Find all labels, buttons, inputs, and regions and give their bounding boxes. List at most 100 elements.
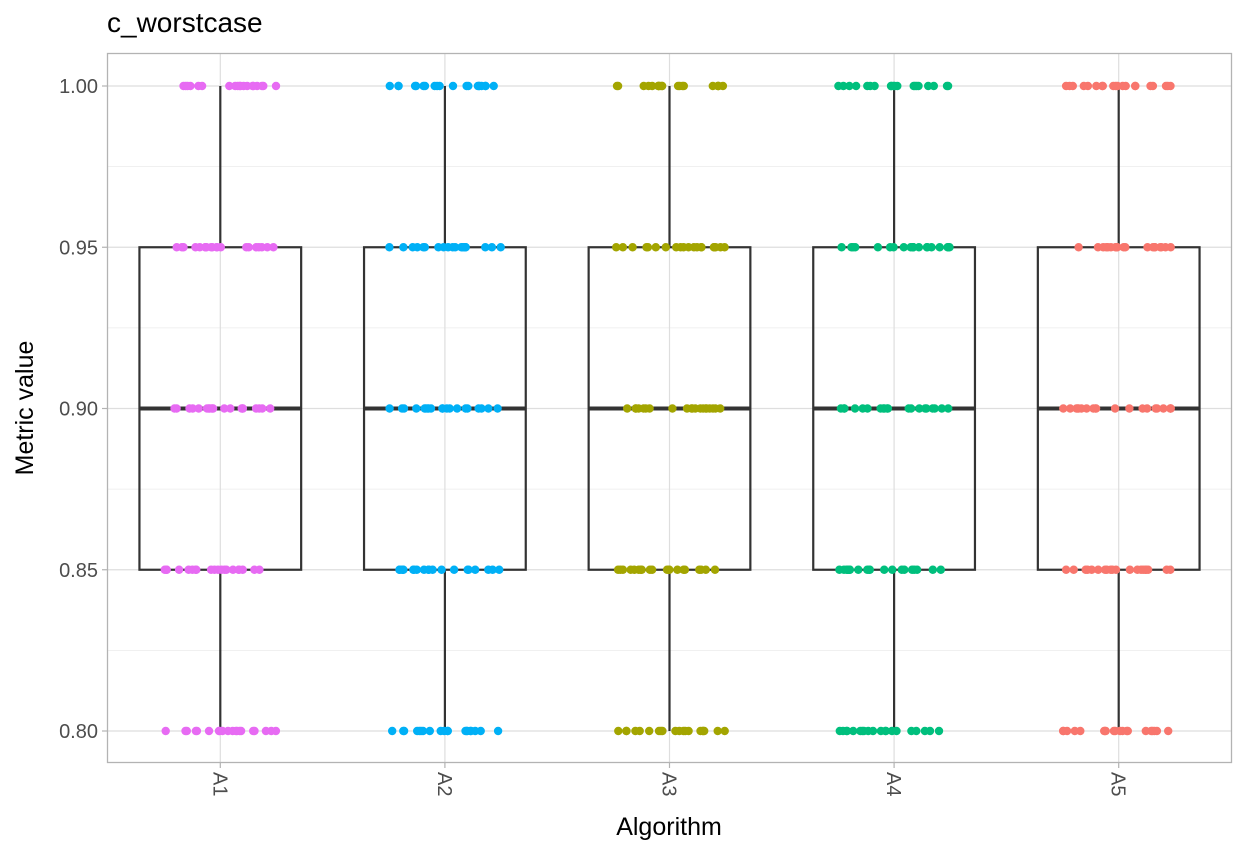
data-point [463,565,472,574]
chart-title: c_worstcase [107,7,263,38]
data-point [673,565,682,574]
data-point [394,81,403,91]
data-point [1066,404,1075,413]
data-point [257,81,267,91]
data-point [183,81,192,91]
data-point [463,404,472,413]
data-point [161,726,170,736]
data-point [897,565,906,574]
data-point [1113,243,1122,252]
data-point [174,565,184,574]
data-point [170,404,179,413]
data-point [464,81,473,91]
data-point [255,404,264,413]
data-point [412,404,421,413]
data-point [188,404,197,413]
data-point [489,81,498,91]
data-point [854,565,863,574]
data-point [484,404,493,413]
data-point [388,726,397,736]
data-point [1142,404,1152,413]
data-point [930,404,939,413]
data-point [710,565,720,574]
x-tick-label: A2 [433,772,455,796]
data-point [215,726,224,736]
data-point [881,726,891,736]
data-point [888,565,897,574]
data-point [252,243,261,252]
data-point [885,243,895,252]
data-point [851,81,861,91]
data-point [935,243,944,252]
data-point [271,81,281,91]
x-tick-label: A1 [208,772,230,796]
data-point [631,726,640,736]
data-point [271,726,281,736]
data-point [181,726,190,736]
data-point [249,726,258,736]
data-point [692,243,702,252]
data-point [850,404,860,413]
data-point [493,404,502,413]
data-point [437,565,446,574]
data-point [1081,565,1090,574]
data-point [204,726,214,736]
data-point [613,565,623,574]
data-point [385,243,394,252]
data-point [713,726,722,736]
data-point [880,565,889,574]
data-point [868,726,878,736]
data-point [463,726,472,736]
data-point [408,243,417,252]
data-point [234,565,243,574]
data-point [1108,565,1117,574]
data-point [842,726,852,736]
data-point [1110,404,1120,413]
data-point [837,243,846,252]
data-point [226,404,235,413]
x-tick-label: A4 [882,772,904,796]
data-point [395,565,404,574]
data-point [614,726,623,736]
data-point [177,243,187,252]
data-point [944,404,953,413]
data-point [1131,81,1140,91]
y-tick-label: 0.90 [59,399,98,421]
data-point [720,243,729,252]
data-point [655,81,665,91]
data-point [487,243,497,252]
data-point [202,243,211,252]
data-point [1083,81,1093,91]
data-point [269,243,278,252]
data-point [684,726,693,736]
data-point [688,404,697,413]
data-point [212,243,221,252]
data-point [415,726,424,736]
data-point [643,243,653,252]
data-point [720,726,729,736]
data-point [680,565,690,574]
data-point [892,726,901,736]
data-point [920,726,930,736]
data-point [679,243,688,252]
data-point [651,243,660,252]
data-point [1061,565,1071,574]
data-point [696,565,706,574]
data-point [835,565,844,574]
y-axis: 0.80 0.85 0.90 0.95 1.00 [59,76,108,743]
y-tick-label: 0.85 [59,560,98,582]
data-point [434,243,443,252]
data-point [698,726,708,736]
data-point [915,404,924,413]
data-point [1146,81,1155,91]
data-point [220,404,229,413]
data-point [420,243,429,252]
data-point [645,726,654,736]
data-point [223,726,233,736]
data-point [1166,81,1175,91]
data-point [637,565,646,574]
data-point [645,404,654,413]
data-point [870,81,879,91]
data-point [678,81,687,91]
